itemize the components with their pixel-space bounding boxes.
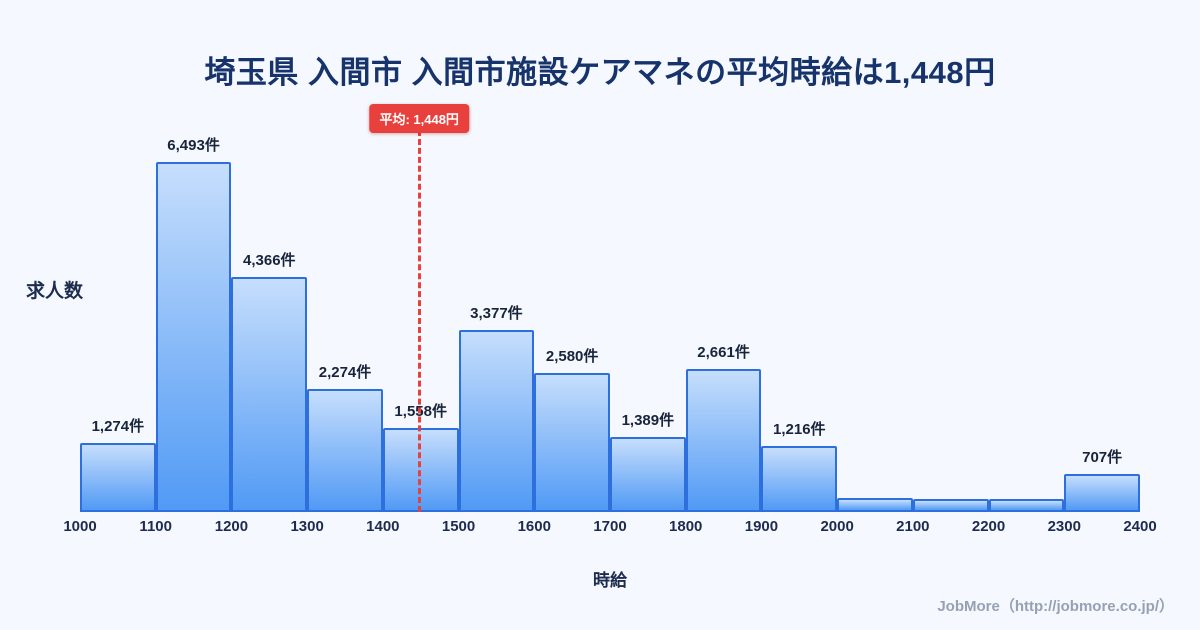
average-badge: 平均: 1,448円 [369,104,469,133]
plot-area: 1,274件 6,493件 4,366件 2,274件 1,558件 3,377件 2,58… [80,98,1140,512]
bar [382,428,459,512]
x-tick-label: 2000 [820,518,854,535]
x-tick-label: 1700 [593,518,627,535]
bar-value-label: 1,274件 [91,418,145,435]
average-line [417,130,421,512]
x-tick-label: 2300 [1047,518,1081,535]
bar [610,437,686,512]
bar-value-label: 707件 [1082,449,1123,466]
x-tick-label: 1800 [669,518,703,535]
bar-value-label: 1,216件 [773,421,826,438]
bar-value-label: 1,389件 [621,412,675,429]
bar [761,446,838,512]
x-tick-label: 1400 [366,518,400,535]
x-tick-label: 1000 [63,518,97,535]
bar [685,369,762,512]
footer-credit: JobMore（http://jobmore.co.jp/） [937,598,1174,615]
bar [534,373,610,512]
bar-value-label: 6,493件 [167,137,220,154]
x-tick-label: 2400 [1123,518,1157,535]
x-tick-label: 1100 [139,518,172,535]
bar [307,389,383,512]
x-tick-label: 1600 [517,518,551,535]
bar-value-label: 2,661件 [697,344,750,361]
x-tick-label: 2100 [896,518,930,535]
bar [837,498,913,512]
bar [231,277,308,512]
bar [1064,474,1140,512]
x-tick-label: 1200 [214,518,249,535]
bar [988,499,1065,512]
x-axis-label: 時給 [593,571,627,590]
y-axis-label: 求人数 [26,281,84,302]
bar [912,499,989,512]
bar-value-label: 2,580件 [545,348,599,365]
page-title: 埼玉県 入間市 入間市施設ケアマネの平均時給は1,448円 [204,54,996,90]
bar-value-label: 1,558件 [394,403,447,420]
bar [80,443,156,512]
x-tick-label: 1300 [290,518,324,535]
bar-value-label: 2,274件 [318,364,372,381]
bar [458,330,535,512]
x-tick-label: 2200 [971,518,1006,535]
bar [155,162,232,512]
x-tick-label: 1500 [441,518,476,535]
x-tick-label: 1900 [744,518,779,535]
x-axis-ticks: 1000 1100 1200 1300 1400 1500 1600 1700 1800 1900… [63,518,1156,538]
bar-value-label: 4,366件 [243,252,296,269]
bar-value-label: 3,377件 [470,305,523,322]
